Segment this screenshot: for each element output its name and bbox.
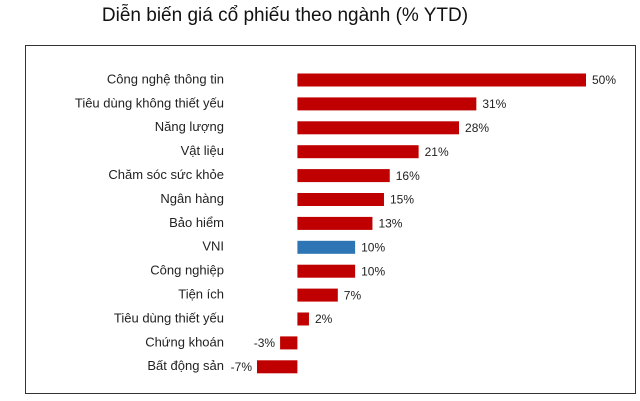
value-label: 7% — [344, 288, 362, 302]
bar — [297, 169, 390, 183]
value-label: 28% — [465, 121, 489, 135]
value-label: 50% — [592, 73, 616, 87]
category-label: Năng lượng — [155, 119, 224, 134]
bar — [297, 216, 373, 230]
value-label: 10% — [361, 240, 385, 254]
category-label: Ngân hàng — [160, 191, 224, 206]
bar — [297, 193, 384, 206]
value-label: -3% — [254, 336, 276, 350]
bar — [297, 121, 460, 135]
category-label: Chứng khoán — [145, 334, 224, 349]
category-label: Tiêu dùng không thiết yếu — [75, 95, 224, 110]
value-label: 31% — [482, 97, 506, 111]
value-label: 13% — [378, 217, 402, 231]
bar — [257, 360, 298, 374]
value-label: 10% — [361, 264, 385, 278]
bar — [297, 73, 586, 87]
category-label: VNI — [202, 239, 224, 254]
plot-frame — [25, 45, 636, 394]
category-label: Tiêu dùng thiết yếu — [114, 310, 224, 325]
bar — [297, 312, 309, 326]
bar — [297, 264, 356, 278]
category-label: Bảo hiểm — [169, 215, 224, 230]
category-label: Bất động sản — [147, 358, 224, 373]
value-label: 21% — [425, 145, 449, 159]
value-label: 15% — [390, 193, 414, 207]
category-label: Công nghiệp — [150, 263, 224, 278]
chart-title: Diễn biến giá cổ phiếu theo ngành (% YTD… — [102, 4, 468, 26]
bar — [297, 240, 356, 254]
category-label: Vật liệu — [181, 143, 224, 158]
category-label: Chăm sóc sức khỏe — [108, 167, 224, 182]
bar — [297, 97, 477, 111]
value-label: 2% — [315, 312, 333, 326]
value-label: 16% — [396, 169, 420, 183]
bar — [297, 145, 419, 159]
bar — [297, 288, 338, 302]
category-label: Tiện ích — [178, 287, 224, 302]
value-label: -7% — [231, 360, 253, 374]
bar — [280, 336, 298, 350]
category-label: Công nghệ thông tin — [107, 71, 224, 86]
